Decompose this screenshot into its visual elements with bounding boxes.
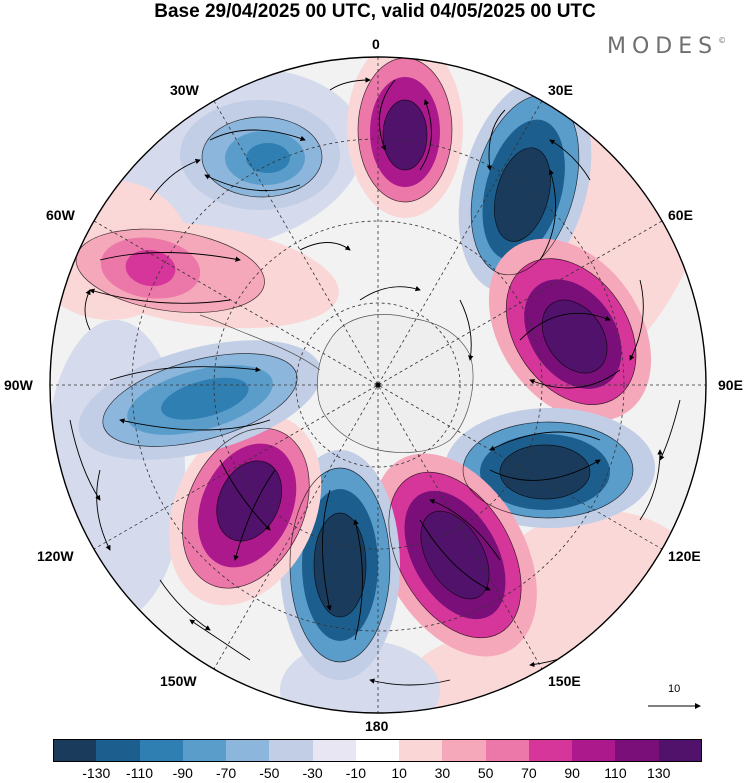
colorbar-tick-label: -130 — [82, 765, 111, 781]
lon-label-180: 180 — [365, 718, 389, 734]
lon-label-150w: 150W — [160, 673, 197, 689]
anomaly-cell-south-southeast-positive — [373, 453, 537, 657]
colorbar-segment — [182, 739, 227, 762]
colorbar-segment — [399, 739, 443, 762]
colorbar-tick-label: -30 — [302, 765, 323, 781]
colorbar-segment — [615, 739, 660, 762]
anomaly-field — [50, 57, 706, 713]
colorbar-tick-label: 110 — [604, 765, 627, 781]
colorbar-tick-label: 10 — [391, 765, 407, 781]
colorbar-segment — [269, 739, 314, 762]
anomaly-cell-northwest-positive — [61, 221, 339, 329]
colorbar-segment — [485, 739, 530, 762]
modes-logo: MODES© — [607, 34, 727, 59]
lon-label-90e: 90E — [718, 377, 743, 393]
colorbar-segment — [355, 739, 400, 762]
colorbar — [53, 739, 703, 762]
colorbar-tick-label: -90 — [172, 765, 193, 781]
lon-label-60w: 60W — [46, 207, 75, 223]
lon-label-120e: 120E — [668, 548, 701, 564]
colorbar-tick-label: -10 — [345, 765, 366, 781]
lon-label-150e: 150E — [548, 673, 581, 689]
colorbar-segment — [528, 739, 573, 762]
lon-label-90w: 90W — [4, 377, 33, 393]
lat-lon-grid — [50, 57, 706, 713]
anomaly-cell-north-northwest-negative — [180, 100, 340, 210]
colorbar-segment — [96, 739, 141, 762]
map-title: Base 29/04/2025 00 UTC, valid 04/05/2025… — [154, 1, 596, 22]
colorbar-tick-label: -50 — [259, 765, 280, 781]
pole-marker — [375, 382, 381, 388]
colorbar-segment — [442, 739, 487, 762]
colorbar-segment — [139, 739, 184, 762]
lon-label-60e: 60E — [668, 207, 693, 223]
lon-label-120w: 120W — [37, 548, 74, 564]
colorbar-tick-label: 130 — [647, 765, 671, 781]
colorbar-segment — [658, 739, 703, 762]
colorbar-segment — [53, 739, 97, 762]
colorbar-tick-label: 30 — [434, 765, 451, 781]
colorbar-tick-label: 70 — [521, 765, 537, 781]
map-boundary — [49, 56, 707, 714]
lon-label-0: 0 — [372, 36, 380, 52]
colorbar-tick-label: -110 — [126, 765, 154, 781]
colorbar-tick-label: 90 — [564, 765, 580, 781]
colorbar-segment — [572, 739, 616, 762]
colorbar-tick-label: -70 — [215, 765, 237, 781]
lon-label-30e: 30E — [548, 82, 573, 98]
colorbar-segment — [226, 739, 270, 762]
anomaly-cell-east-positive — [488, 238, 652, 422]
colorbar-segment — [312, 739, 357, 762]
anomaly-cell-north-positive — [347, 57, 463, 218]
reference-vector-label: 10 — [668, 683, 681, 695]
wind-vectors — [69, 77, 681, 686]
lon-label-30w: 30W — [170, 82, 199, 98]
colorbar-tick-label: 50 — [477, 765, 494, 781]
